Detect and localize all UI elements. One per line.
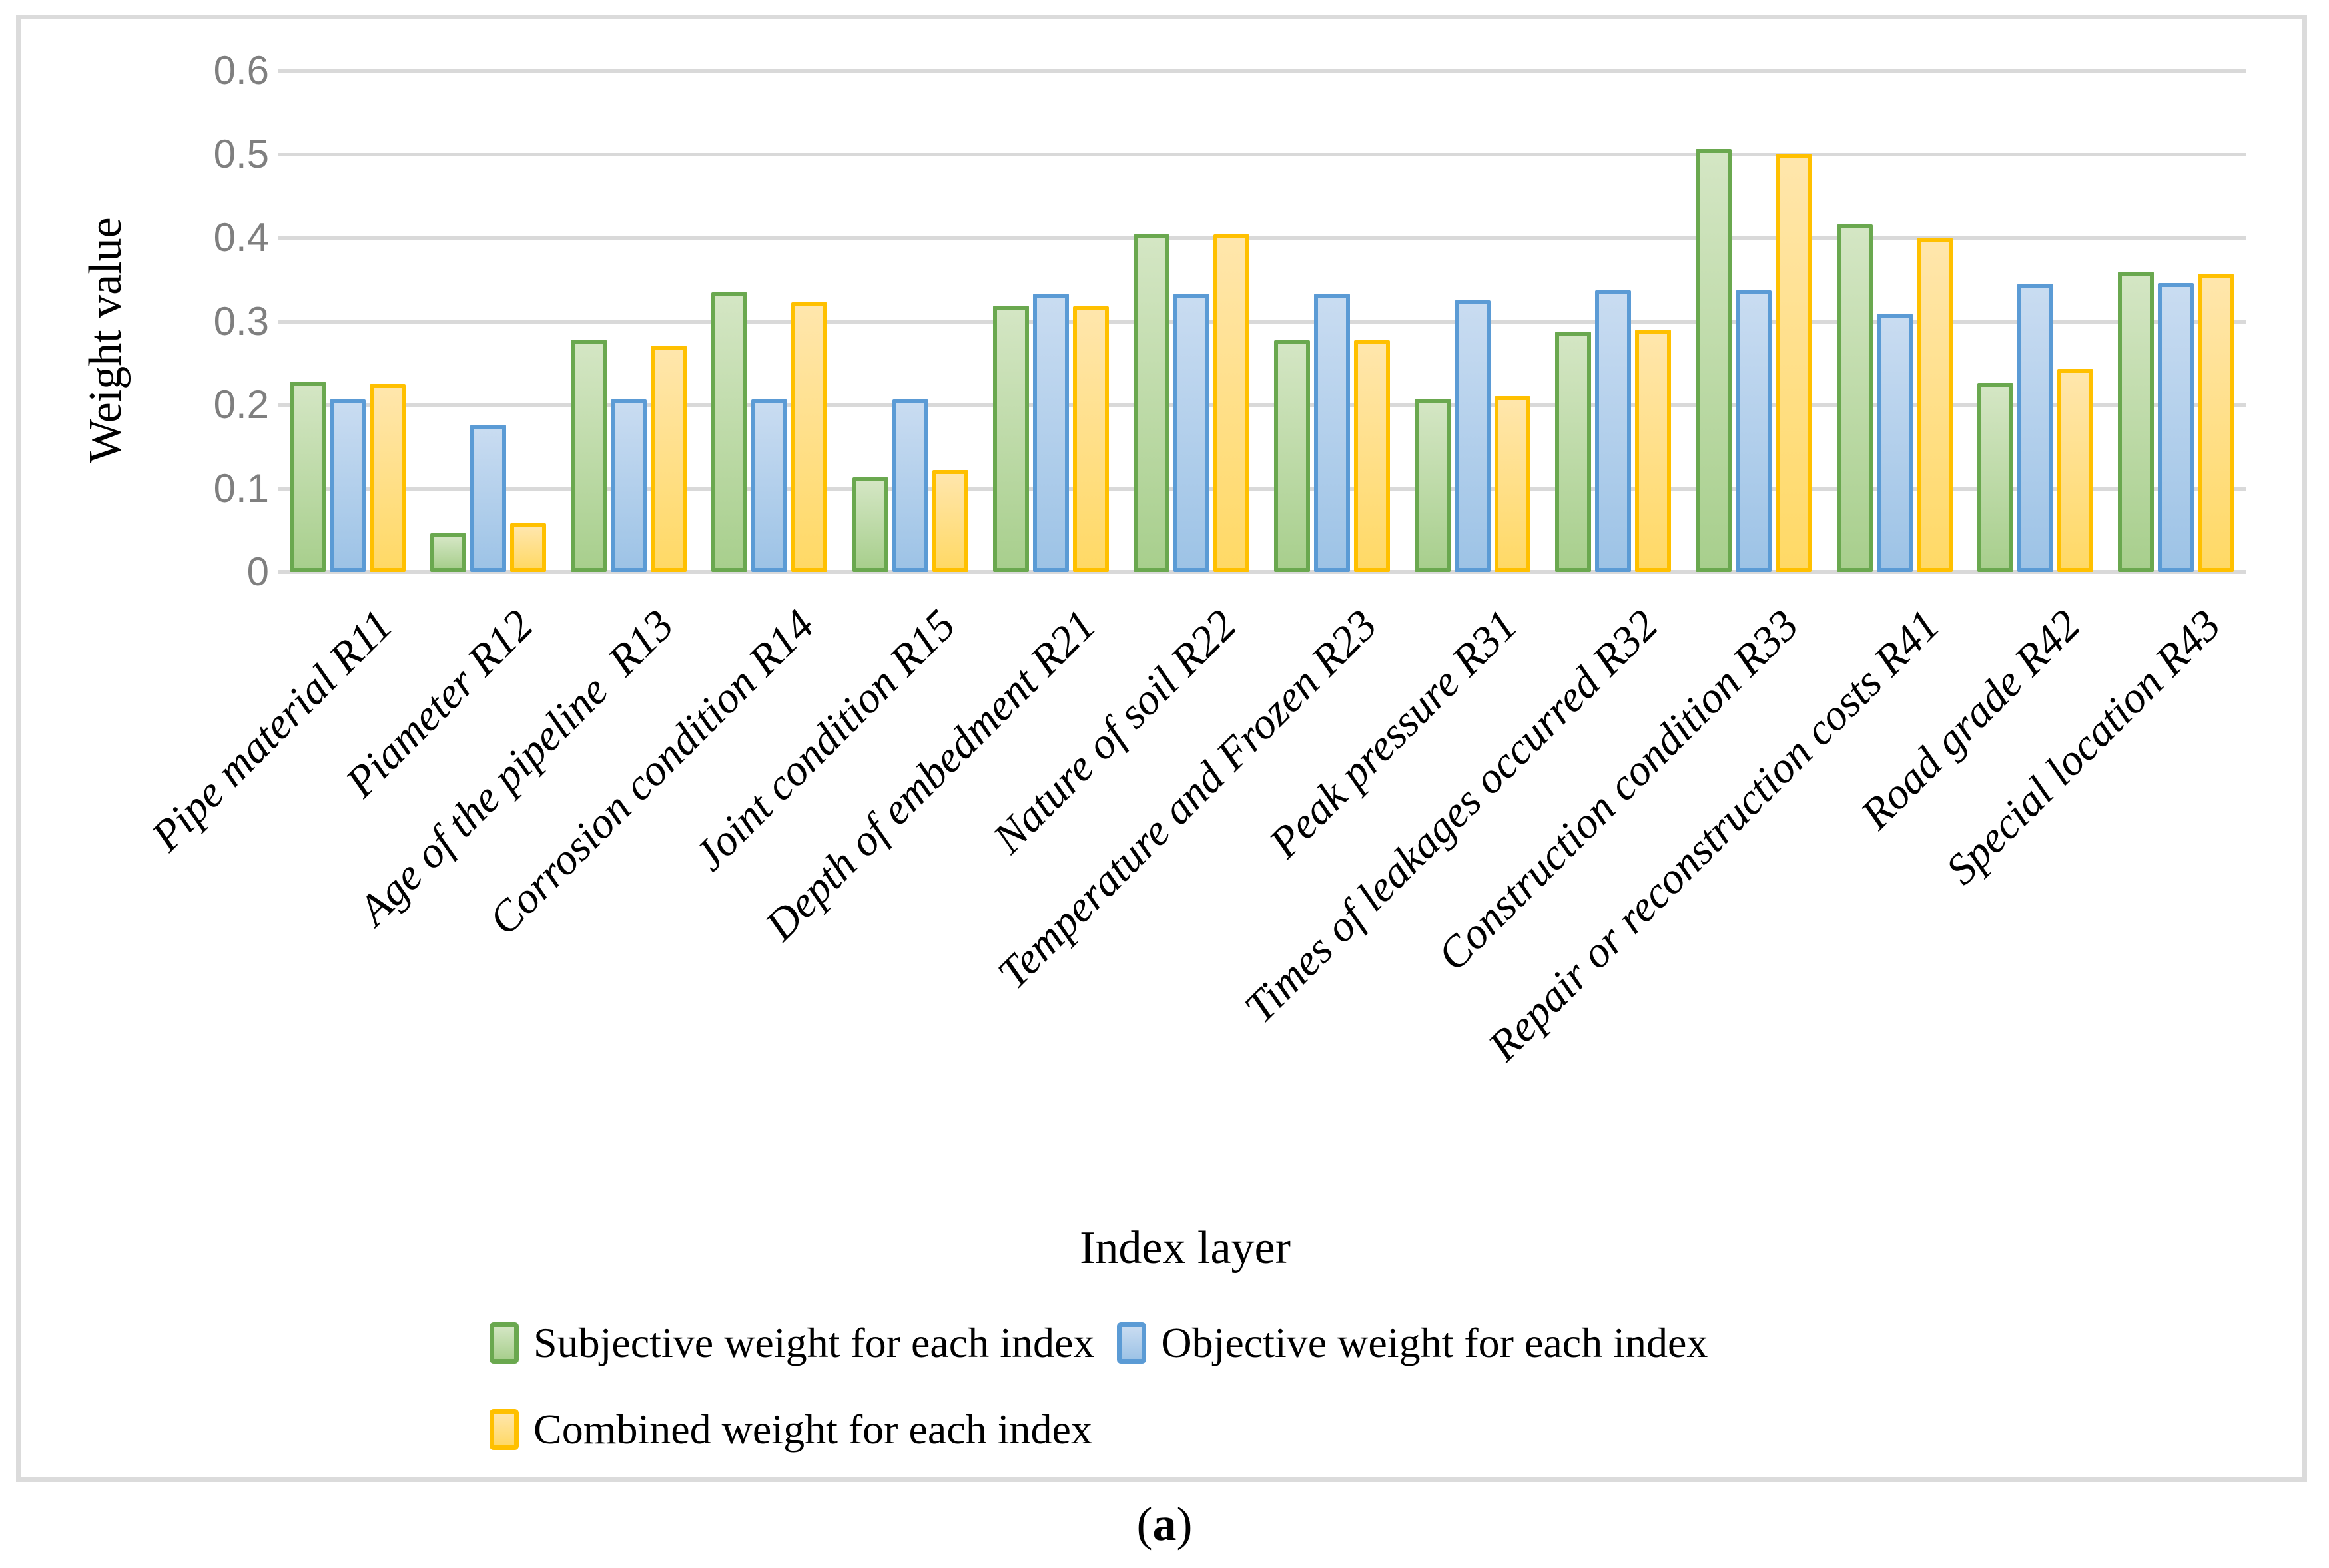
bar-combined [370,384,406,572]
bar-subjective [852,477,888,572]
bar-subjective [993,306,1029,572]
bar-combined [791,302,827,572]
figure-caption: (a) [0,1497,2329,1552]
bar-objective [330,399,366,572]
bar-subjective [1837,224,1873,572]
legend-row-1: Subjective weight for each index Objecti… [490,1319,1708,1367]
gridline [278,403,2246,407]
gridline [278,320,2246,324]
y-tick-label: 0.5 [213,131,269,176]
bar-objective [1877,314,1913,572]
legend-swatch-subjective-icon [490,1322,519,1364]
caption-open-paren: ( [1136,1497,1153,1551]
bar-subjective [430,533,466,572]
bar-combined [651,346,687,572]
x-axis-line [278,570,2246,574]
bar-combined [2057,369,2093,572]
gridline [278,69,2246,73]
y-tick-label: 0.2 [213,382,269,427]
legend-swatch-objective-icon [1117,1322,1147,1364]
bar-combined [1917,238,1953,572]
bar-objective [1033,294,1069,572]
bar-subjective [2118,272,2154,572]
bar-objective [1314,294,1350,572]
bar-combined [932,470,968,572]
legend-label-objective: Objective weight for each index [1161,1319,1708,1366]
bar-objective [1736,290,1772,572]
bar-objective [611,399,647,572]
bar-combined [1776,154,1812,572]
bar-subjective [711,292,747,572]
y-tick-label: 0.1 [213,465,269,511]
bar-objective [2017,284,2053,572]
y-tick-label: 0.4 [213,215,269,260]
bar-objective [1455,300,1491,572]
legend-label-combined: Combined weight for each index [533,1406,1092,1453]
y-tick-label: 0.3 [213,298,269,344]
bar-objective [2158,283,2194,572]
gridline [278,236,2246,240]
gridline [278,487,2246,491]
legend-label-subjective: Subjective weight for each index [533,1319,1095,1366]
bar-subjective [290,382,326,572]
bar-objective [892,399,928,572]
bar-objective [470,425,506,572]
bar-subjective [1415,399,1451,572]
caption-letter: a [1152,1497,1177,1551]
bar-subjective [1555,332,1591,572]
bar-combined [1354,340,1390,572]
bar-subjective [1977,383,2013,572]
bar-subjective [1274,340,1310,572]
bar-combined [1213,234,1249,572]
bar-objective [1595,290,1631,572]
bar-subjective [571,340,607,572]
bar-subjective [1134,234,1169,572]
bar-objective [1173,294,1209,572]
y-axis-title: Weight value [80,217,131,463]
legend-item-objective: Objective weight for each index [1117,1319,1708,1367]
bar-combined [1635,330,1671,572]
gridline [278,152,2246,156]
legend-item-combined: Combined weight for each index [490,1406,1092,1453]
bar-combined [510,523,546,572]
y-tick-label: 0.6 [213,48,269,93]
x-axis-title: Index layer [1080,1222,1291,1274]
bar-objective [751,399,787,572]
legend-row-2: Combined weight for each index [490,1406,1092,1453]
bar-combined [1073,306,1109,572]
legend-swatch-combined-icon [490,1409,519,1450]
caption-close-paren: ) [1176,1497,1193,1551]
bar-combined [1495,396,1530,572]
bar-combined [2198,274,2234,572]
y-tick-label: 0 [246,549,269,594]
legend-item-subjective: Subjective weight for each index [490,1319,1094,1367]
bar-subjective [1696,149,1732,572]
